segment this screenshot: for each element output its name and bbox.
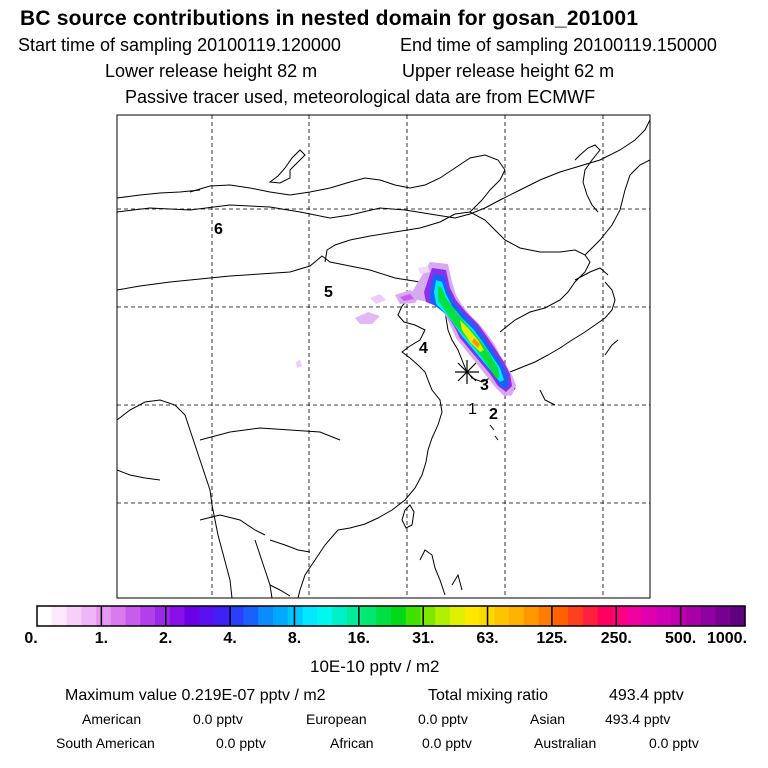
- region-label-1: 1: [468, 401, 477, 418]
- colorbar-tick-label: 8.: [287, 630, 302, 647]
- upper-release-height: Upper release height 62 m: [402, 61, 615, 81]
- region-label-6: 6: [214, 221, 223, 238]
- colorbar-tick-label: 250.: [600, 630, 632, 647]
- plume-west-patch-4: [296, 360, 302, 368]
- region-label-4: 4: [419, 340, 428, 357]
- australian-label: Australian: [534, 735, 597, 751]
- colorbar-tick-label: 2.: [159, 630, 173, 647]
- map-frame: [116, 114, 651, 599]
- region-label-3: 3: [480, 377, 489, 394]
- colorbar-tick-label: 31.: [412, 630, 435, 647]
- colorbar-tick-label: 4.: [223, 630, 237, 647]
- european-value: 0.0 pptv: [418, 711, 468, 727]
- plume-orange: [472, 338, 480, 348]
- bc-plume: [296, 262, 516, 396]
- colorbar-tick-label: 16.: [347, 630, 370, 647]
- colorbar-tick-label: 0.: [24, 630, 38, 647]
- start-time: Start time of sampling 20100119.120000: [18, 35, 341, 55]
- region-label-2: 2: [489, 406, 498, 423]
- colorbar-tick-label: 125.: [536, 630, 568, 647]
- figure-title: BC source contributions in nested domain…: [20, 7, 639, 30]
- maximum-value: Maximum value 0.219E-07 pptv / m2: [65, 687, 326, 704]
- south-american-label: South American: [56, 735, 155, 751]
- plume-west-patch-2: [355, 312, 380, 324]
- plume-west-patch-5: [418, 266, 430, 274]
- colorbar-tick-label: 1000.: [706, 630, 748, 647]
- end-time: End time of sampling 20100119.150000: [400, 35, 717, 55]
- region-label-5: 5: [324, 284, 333, 301]
- south-american-value: 0.0 pptv: [216, 735, 266, 751]
- colorbar-units: 10E-10 pptv / m2: [310, 657, 440, 676]
- total-mixing-ratio-label: Total mixing ratio: [428, 687, 549, 704]
- plume-west-patch-3: [370, 294, 386, 304]
- total-mixing-ratio-value: 493.4 pptv: [609, 687, 684, 704]
- colorbar-tick-label: 63.: [476, 630, 499, 647]
- lat-lon-grid: [117, 115, 650, 598]
- asian-label: Asian: [530, 711, 566, 727]
- african-value: 0.0 pptv: [422, 735, 472, 751]
- european-label: European: [306, 711, 367, 727]
- coastlines: [117, 119, 650, 598]
- plume-west-patch-core: [400, 294, 414, 301]
- receptor-star-icon: [455, 360, 479, 384]
- american-value: 0.0 pptv: [193, 711, 243, 727]
- australian-value: 0.0 pptv: [649, 735, 699, 751]
- tracer-note: Passive tracer used, meteorological data…: [125, 87, 596, 107]
- american-label: American: [82, 711, 142, 727]
- asian-value: 493.4 pptv: [605, 711, 671, 727]
- colorbar-tick-label: 1.: [94, 630, 109, 647]
- african-label: African: [330, 735, 374, 751]
- colorbar-tick-label: 500.: [665, 630, 697, 647]
- lower-release-height: Lower release height 82 m: [105, 61, 318, 81]
